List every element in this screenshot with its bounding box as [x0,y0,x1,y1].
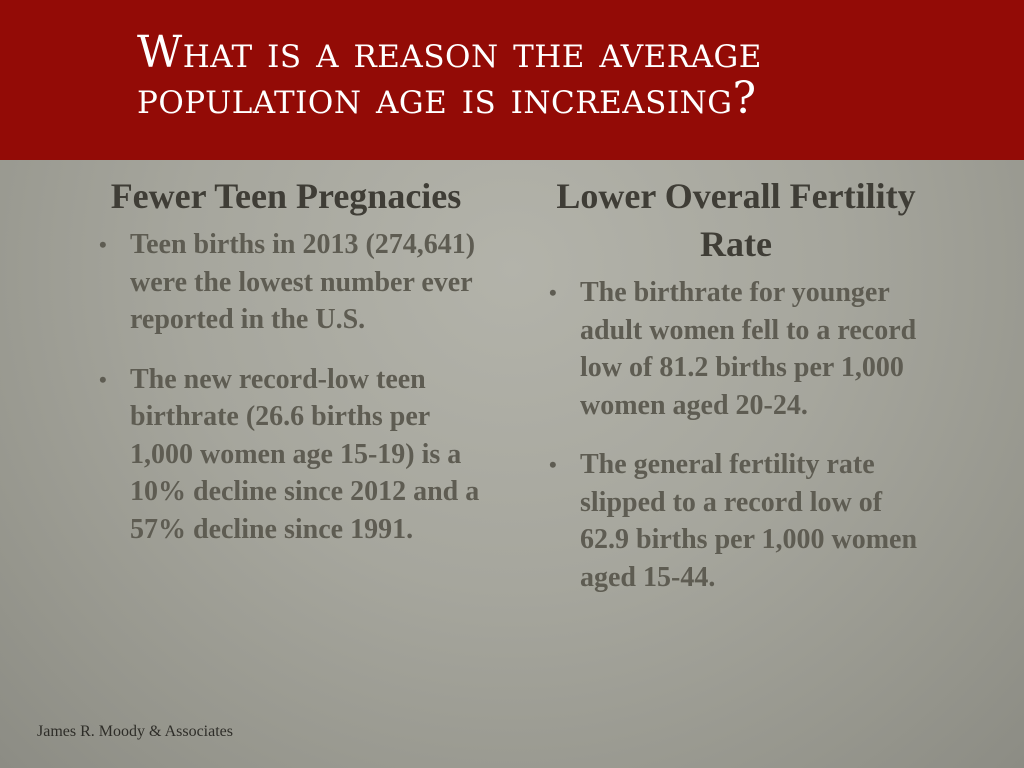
title-bar: What is a reason the average population … [0,0,1024,160]
bullet-text: The general fertility rate slipped to a … [580,449,918,593]
bullet-text: Teen births in 2013 (274,641) were the l… [130,229,476,335]
bullet-icon: • [99,366,107,392]
left-bullet-list: • Teen births in 2013 (274,641) were the… [96,226,486,548]
right-column: Lower Overall Fertility Rate • The birth… [546,172,936,618]
footer-credit: James R. Moody & Associates [37,723,233,740]
bullet-icon: • [99,232,107,257]
right-bullet-list: • The birthrate for younger adult women … [546,274,936,596]
left-column-heading: Fewer Teen Pregnacies [110,176,462,216]
list-item: • Teen births in 2013 (274,641) were the… [96,226,486,339]
left-column: Fewer Teen Pregnacies • Teen births in 2… [96,172,486,570]
list-item: • The new record-low teen birthrate (26.… [96,361,486,549]
list-item: • The general fertility rate slipped to … [546,446,936,596]
bullet-icon: • [549,452,557,477]
slide-title: What is a reason the average population … [137,27,762,124]
right-column-heading: Lower Overall Fertility Rate [556,176,916,264]
bullet-text: The new record-low teen birthrate (26.6 … [130,363,480,545]
list-item: • The birthrate for younger adult women … [546,274,936,424]
bullet-text: The birthrate for younger adult women fe… [580,277,917,421]
bullet-icon: • [549,280,557,305]
